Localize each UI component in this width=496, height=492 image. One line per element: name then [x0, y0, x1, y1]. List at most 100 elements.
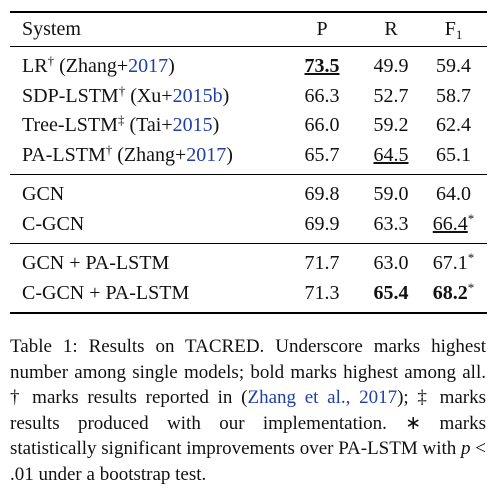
results-table: System P R F1 LR† (Zhang+2017) 73.5 49.9 59.4 SD… — [10, 11, 487, 314]
row-group: GCN 69.8 59.0 64.0 C-GCN 69.9 63.3 66.4* — [10, 175, 487, 244]
header-cell: F1 — [420, 12, 487, 47]
text-segment: (Zhang+ — [54, 55, 129, 78]
text-segment: 64.5 — [373, 143, 409, 166]
table-row: C-GCN + PA-LSTM 71.3 65.4 68.2* — [10, 279, 487, 314]
text-segment: 52.7 — [373, 84, 409, 107]
citation-link[interactable]: Zhang et al., 2017 — [247, 387, 398, 408]
header-row: System P R F1 — [10, 12, 487, 47]
score-cell: 67.1* — [420, 244, 487, 279]
text-segment: Table 1: Results on TACRED. Underscore m… — [10, 336, 486, 408]
score-cell: 69.9 — [282, 210, 362, 244]
score-cell: 65.1 — [420, 141, 487, 175]
text-segment: 1 — [455, 27, 463, 42]
text-segment: GCN + PA-LSTM — [22, 252, 170, 275]
text-segment: * — [467, 279, 475, 295]
score-cell: 66.3 — [282, 82, 362, 112]
score-cell: 68.2* — [420, 279, 487, 314]
text-segment: 66.0 — [304, 114, 340, 137]
score-cell: 52.7 — [362, 82, 420, 112]
score-cell: 62.4 — [420, 111, 487, 141]
table-row: PA-LSTM† (Zhang+2017) 65.7 64.5 65.1 — [10, 141, 487, 175]
text-segment: Tree-LSTM — [22, 114, 118, 137]
system-cell: C-GCN + PA-LSTM — [10, 279, 282, 314]
header-cell: P — [282, 12, 362, 47]
score-cell: 59.0 — [362, 175, 420, 210]
text-segment: C-GCN + PA-LSTM — [22, 281, 190, 304]
citation-link[interactable]: 2017 — [128, 55, 169, 78]
results-table-wrap: System P R F1 LR† (Zhang+2017) 73.5 49.9 59.4 SD… — [10, 11, 487, 314]
text-segment: ) — [168, 55, 175, 78]
score-cell: 59.2 — [362, 111, 420, 141]
table-row: GCN 69.8 59.0 64.0 — [10, 175, 487, 210]
text-segment: † — [47, 53, 55, 69]
text-segment: * — [467, 250, 475, 266]
text-segment: (Xu+ — [125, 84, 173, 107]
score-cell: 71.3 — [282, 279, 362, 314]
score-cell: 66.0 — [282, 111, 362, 141]
row-group: LR† (Zhang+2017) 73.5 49.9 59.4 SDP-LSTM† (X… — [10, 47, 487, 175]
text-segment: ‡ — [117, 112, 125, 128]
text-segment: 62.4 — [436, 114, 471, 137]
citation-link[interactable]: 2017 — [186, 143, 227, 166]
text-segment: < .01 under a bootstrap test. — [10, 438, 486, 485]
text-segment: 65.4 — [373, 281, 409, 304]
text-segment: 59.4 — [436, 55, 471, 78]
score-cell: 64.0 — [420, 175, 487, 210]
score-cell: 64.5 — [362, 141, 420, 175]
text-segment: 67.1 — [432, 252, 468, 275]
text-segment: * — [467, 210, 475, 226]
text-segment: 59.0 — [373, 183, 409, 206]
text-segment: P — [316, 18, 328, 40]
score-cell: 63.3 — [362, 210, 420, 244]
text-segment: 68.2 — [432, 281, 468, 304]
text-segment: 65.1 — [436, 143, 471, 166]
system-cell: PA-LSTM† (Zhang+2017) — [10, 141, 282, 175]
table-row: SDP-LSTM† (Xu+2015b) 66.3 52.7 58.7 — [10, 82, 487, 112]
system-cell: C-GCN — [10, 210, 282, 244]
score-cell: 73.5 — [282, 47, 362, 82]
header-cell: System — [10, 12, 282, 47]
citation-link[interactable]: 2015 — [172, 114, 213, 137]
text-segment: † — [118, 82, 126, 98]
citation-link[interactable]: 2015b — [172, 84, 223, 107]
score-cell: 49.9 — [362, 47, 420, 82]
text-segment: ) — [222, 84, 230, 107]
text-segment: 71.7 — [304, 252, 340, 275]
score-cell: 58.7 — [420, 82, 487, 112]
text-segment: R — [384, 18, 398, 40]
text-segment: 69.9 — [304, 212, 340, 235]
score-cell: 69.8 — [282, 175, 362, 210]
score-cell: 59.4 — [420, 47, 487, 82]
system-cell: LR† (Zhang+2017) — [10, 47, 282, 82]
text-segment: 69.8 — [304, 183, 340, 206]
table-caption: Table 1: Results on TACRED. Underscore m… — [10, 334, 486, 487]
text-segment: (Tai+ — [124, 114, 173, 137]
score-cell: 66.4* — [420, 210, 487, 244]
text-segment: LR — [22, 55, 48, 78]
text-segment: 58.7 — [436, 84, 471, 107]
text-segment: (Zhang+ — [112, 143, 187, 166]
text-segment: 65.7 — [304, 143, 340, 166]
text-segment: PA-LSTM — [22, 143, 106, 166]
table-header: System P R F1 — [10, 12, 487, 47]
table-row: GCN + PA-LSTM 71.7 63.0 67.1* — [10, 244, 487, 279]
text-segment: System — [22, 18, 81, 40]
text-segment: † — [105, 141, 113, 157]
score-cell: 71.7 — [282, 244, 362, 279]
score-cell: 63.0 — [362, 244, 420, 279]
text-segment: 73.5 — [304, 55, 340, 78]
text-segment: F — [444, 18, 456, 40]
text-segment: 49.9 — [373, 55, 409, 78]
table-row: Tree-LSTM‡ (Tai+2015) 66.0 59.2 62.4 — [10, 111, 487, 141]
system-cell: Tree-LSTM‡ (Tai+2015) — [10, 111, 282, 141]
text-segment: ) — [212, 114, 220, 137]
text-segment: 59.2 — [373, 114, 409, 137]
text-segment: ); ‡ marks results produced with our imp… — [10, 387, 486, 459]
text-segment: 63.0 — [373, 252, 409, 275]
text-segment: p — [461, 438, 471, 459]
row-group: GCN + PA-LSTM 71.7 63.0 67.1* C-GCN + PA-LST… — [10, 244, 487, 314]
text-segment: C-GCN — [22, 212, 85, 235]
score-cell: 65.7 — [282, 141, 362, 175]
text-segment: 63.3 — [373, 212, 409, 235]
